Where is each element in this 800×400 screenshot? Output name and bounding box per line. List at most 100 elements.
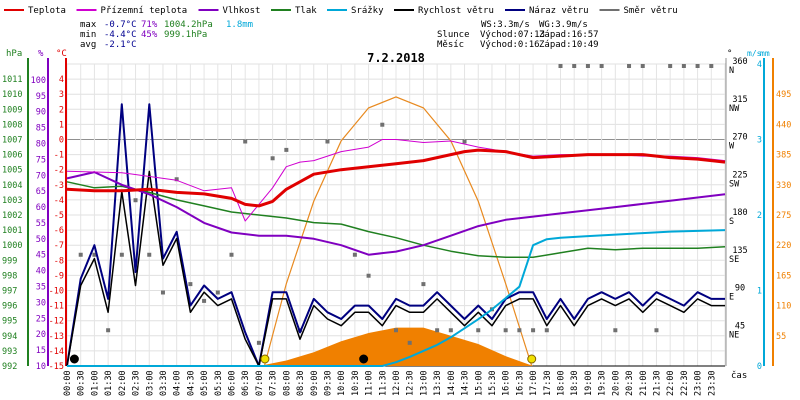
pct-tick-label: 85 [36,124,46,134]
dir-tick-label: 315 [732,95,747,105]
wind-dir-point [256,340,261,345]
wind-dir-point [640,64,645,68]
time-tick-label: 13:00 [419,370,429,396]
time-tick-label: 08:30 [296,370,306,396]
ms-tick-label: 1 [757,287,762,297]
wind-dir-point [202,298,207,303]
axis-label-time: čas [731,370,747,381]
time-tick-label: 16:30 [515,370,525,396]
wind-dir-point [695,64,700,68]
pct-tick-label: 30 [36,298,46,308]
c-tick-label: 2 [59,105,64,115]
wind-dir-point [558,64,563,68]
time-tick-label: 07:00 [255,370,265,396]
c-tick-label: -3 [54,181,64,191]
time-tick-label: 19:00 [584,370,594,396]
dir-tick-label: 225 [732,170,747,180]
wind-dir-point [133,198,138,203]
dir-tick-label: 135 [732,246,747,256]
dir-tick-code: SE [729,255,739,265]
hpa-tick-label: 993 [2,347,17,357]
wind-dir-point [613,328,618,333]
legend: Teplota Přízemní teplota Vlhkost Tlak Srážky… [4,6,678,16]
hpa-tick-label: 1000 [2,241,22,251]
legend-label: Směr větru [624,6,678,16]
axis-unit-deg: ° [727,49,732,59]
wind-dir-point [476,328,481,333]
c-tick-label: -6 [54,226,64,236]
time-tick-label: 06:30 [241,370,251,396]
dir-tick-label: 180 [732,208,747,218]
legend-label: Náraz větru [529,6,589,16]
pct-tick-label: 25 [36,314,46,324]
pct-tick-label: 45 [36,251,46,261]
time-tick-label: 11:30 [378,370,388,396]
wind-dir-point [462,139,467,144]
wind-dir-point [531,328,536,333]
wind-dir-point [517,328,522,333]
c-tick-label: -11 [49,302,64,312]
info-ws: WS:3.3m/s [481,20,530,30]
time-tick-label: 10:30 [351,370,361,396]
stats-avg-temp: -2.1°C [104,40,137,50]
time-tick-label: 20:30 [625,370,635,396]
wind-dir-point [709,64,714,68]
dir-tick-code: SW [729,179,740,189]
pct-tick-label: 95 [36,92,46,102]
time-tick-label: 09:30 [323,370,333,396]
wind-dir-point [270,156,275,161]
legend-label: Vlhkost [223,6,261,16]
time-tick-label: 14:30 [461,370,471,396]
hpa-tick-label: 998 [2,271,17,281]
axes: 9929939949959969979989991000100110021003… [2,57,791,396]
time-tick-label: 01:30 [104,370,114,396]
time-tick-label: 17:30 [543,370,553,396]
pct-tick-label: 60 [36,203,46,213]
legend-label: Rychlost větru [418,6,494,16]
time-tick-label: 09:00 [310,370,320,396]
time-tick-label: 05:30 [214,370,224,396]
dir-tick-code: NW [729,104,740,114]
wind-dir-point [160,290,165,295]
wind-dir-point [119,252,124,257]
hpa-tick-label: 996 [2,302,17,312]
c-tick-label: 1 [59,120,64,130]
pct-tick-label: 35 [36,283,46,293]
c-tick-label: -7 [54,241,64,251]
time-tick-label: 16:00 [502,370,512,396]
sun-marker [527,354,537,364]
time-tick-label: 04:30 [186,370,196,396]
c-tick-label: 4 [59,75,64,85]
series-line-tlak [66,181,726,259]
wind-dir-point [544,328,549,333]
wind-dir-point [92,252,97,257]
time-tick-label: 06:00 [228,370,238,396]
pct-tick-label: 70 [36,171,46,181]
pct-tick-label: 100 [31,76,46,86]
axis-unit-mm: mm [760,49,770,58]
hpa-tick-label: 1007 [2,136,22,146]
time-tick-label: 02:30 [132,370,142,396]
stats-min-press: 999.1hPa [164,30,207,40]
pct-tick-label: 80 [36,139,46,149]
wind-dir-point [215,290,220,295]
time-tick-label: 18:30 [570,370,580,396]
dir-tick-code: N [729,66,734,76]
dir-tick-label: 45 [735,321,745,331]
time-tick-label: 02:00 [118,370,128,396]
time-tick-label: 05:00 [200,370,210,396]
grid [66,63,726,367]
wind-dir-point [627,64,632,68]
info-sun-label: Slunce [437,30,470,40]
wind-dir-point [106,328,111,333]
c-tick-label: -8 [54,256,64,266]
axis-unit-pct: % [38,49,44,59]
pct-tick-label: 90 [36,108,46,118]
wind-dir-point [229,252,234,257]
hpa-tick-label: 1011 [2,75,22,85]
c-tick-label: -12 [49,317,64,327]
wind-dir-point [284,147,289,152]
pct-tick-label: 10 [36,362,46,372]
